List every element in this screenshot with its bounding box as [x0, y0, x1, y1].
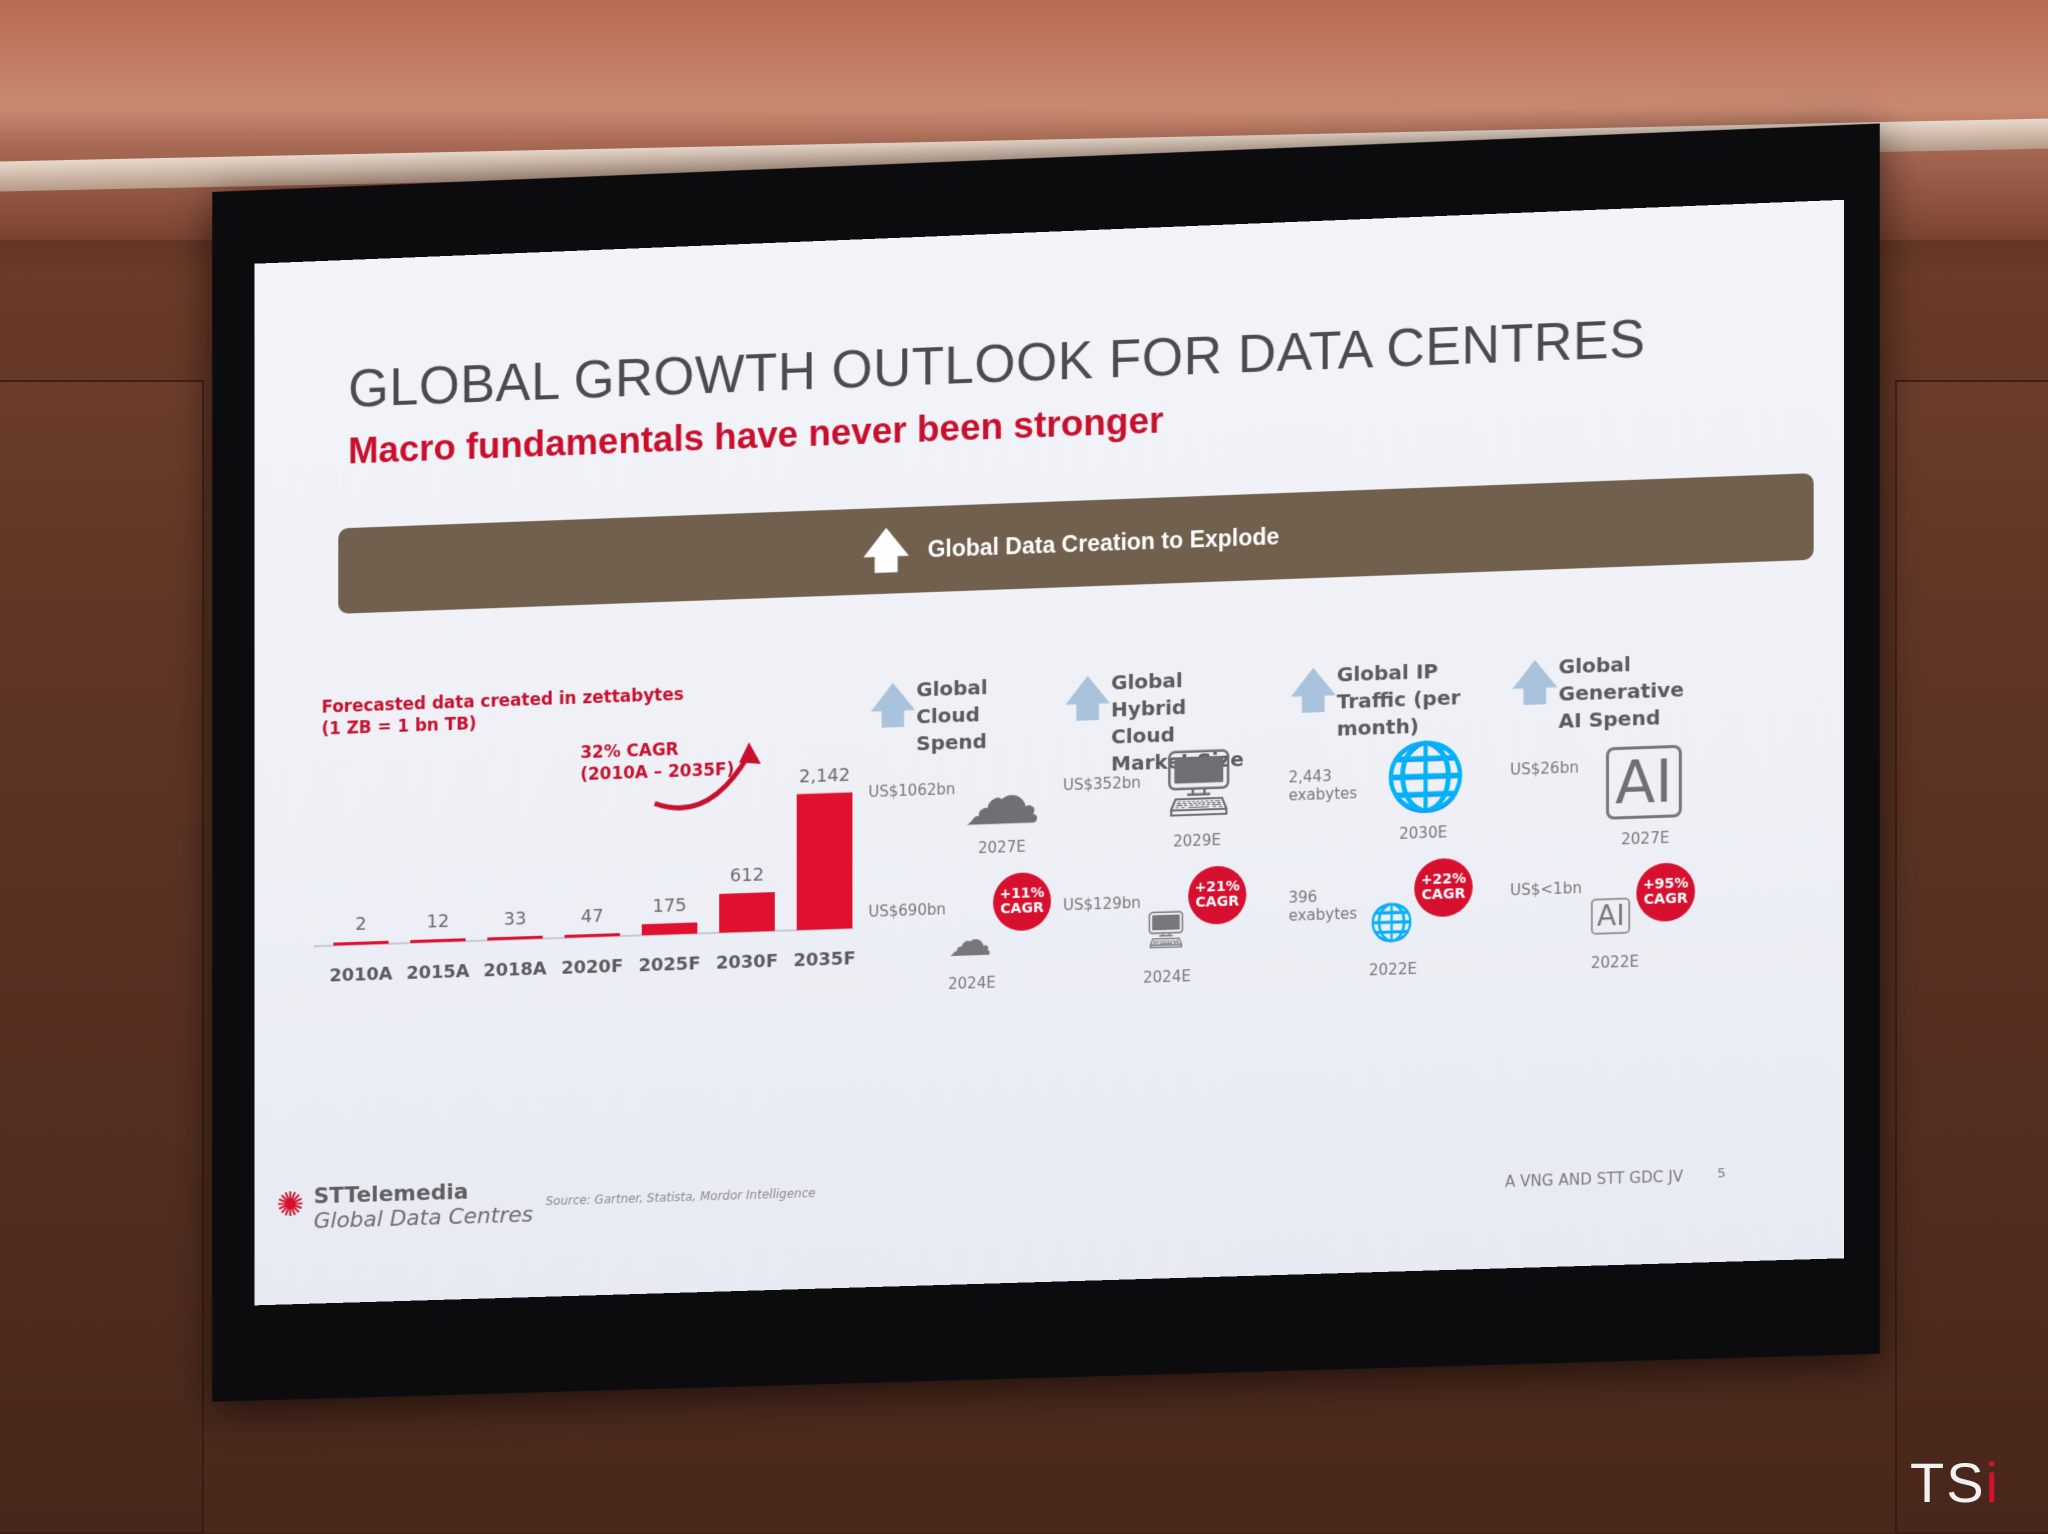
hybrid-cloud-icon: 🖥	[1158, 750, 1239, 817]
presentation-slide: GLOBAL GROWTH OUTLOOK FOR DATA CENTRES M…	[255, 200, 1845, 1306]
metric-top-value: US$26bn	[1510, 758, 1579, 778]
ai-chip-icon: AI	[1591, 897, 1631, 935]
cagr-annotation-line2: (2010A – 2035F)	[580, 759, 734, 784]
x-tick-label: 2010A	[329, 963, 392, 986]
bar-2025F	[642, 922, 698, 935]
x-tick-label: 2018A	[483, 958, 546, 981]
metric-bottom-value: 396 exabytes	[1289, 886, 1359, 924]
slide-title: GLOBAL GROWTH OUTLOOK FOR DATA CENTRES	[348, 308, 1645, 419]
watermark-text: TS	[1910, 1451, 1986, 1514]
arrow-up-icon: 🡅	[1289, 665, 1339, 715]
cagr-label: CAGR	[1188, 894, 1246, 911]
company-logo: ✺ STTelemedia Global Data Centres	[314, 1178, 533, 1234]
bar-value-label: 33	[504, 908, 527, 930]
x-tick-label: 2025F	[639, 953, 701, 976]
x-tick-label: 2020F	[561, 956, 623, 979]
bar-value-label: 175	[653, 895, 687, 917]
ai-chip-icon: AI	[1606, 745, 1682, 820]
bar-2030F	[719, 892, 775, 933]
bar-value-label: 2,142	[799, 764, 850, 787]
globe-icon: 🌐	[1384, 742, 1467, 811]
metric-top-value: 2,443 exabytes	[1289, 766, 1359, 805]
cagr-annotation-line1: 32% CAGR	[580, 739, 678, 762]
metric-hybrid-cloud: 🡅 Global Hybrid Cloud Market Size US$352…	[1063, 664, 1263, 1001]
metric-top-year: 2027E	[978, 838, 1026, 858]
x-tick-label: 2015A	[406, 961, 469, 984]
cloud-icon: ☁	[948, 919, 992, 964]
arrow-up-icon: 🡅	[868, 680, 917, 730]
watermark-accent: i	[1986, 1451, 2000, 1514]
banner-label: Global Data Creation to Explode	[928, 523, 1280, 563]
bar-value-label: 12	[427, 911, 450, 933]
metric-top-value: US$352bn	[1063, 774, 1141, 795]
metric-top-year: 2029E	[1173, 831, 1221, 851]
bar-value-label: 47	[581, 906, 604, 928]
arrow-up-icon: 🡅	[863, 527, 910, 575]
metric-bottom-value: US$690bn	[868, 900, 945, 921]
cagr-badge: +21% CAGR	[1188, 865, 1246, 925]
metric-heading: Global IP Traffic (per month)	[1337, 656, 1498, 743]
metric-bottom-value: US$<1bn	[1510, 879, 1582, 899]
source-note: Source: Gartner, Statista, Mordor Intell…	[546, 1186, 816, 1208]
bar-2035F	[797, 792, 853, 930]
metric-bottom-year: 2022E	[1591, 952, 1639, 972]
metric-bottom-year: 2024E	[1143, 967, 1191, 987]
footer-jv: A VNG AND STT GDC JV	[1505, 1167, 1683, 1191]
metric-generative-ai: 🡅 Global Generative AI Spend US$26bn AI …	[1510, 648, 1712, 987]
metric-heading: Global Cloud Spend	[916, 672, 1056, 758]
metric-top-year: 2030E	[1399, 823, 1447, 843]
logo-subtitle: Global Data Centres	[314, 1203, 533, 1235]
cagr-badge: +11% CAGR	[993, 872, 1051, 932]
metric-bottom-value: US$129bn	[1063, 894, 1141, 915]
data-creation-bar-chart: 2 2010A 12 2015A 33 2018A 47 2020F 175 2025F 612 20…	[314, 678, 869, 996]
x-tick-label: 2030F	[716, 951, 778, 974]
bar-value-label: 2	[355, 914, 366, 935]
arrow-up-icon: 🡅	[1063, 674, 1112, 724]
metric-top-year: 2027E	[1621, 829, 1669, 849]
cagr-arrowhead	[739, 742, 761, 765]
cagr-badge: +95% CAGR	[1636, 862, 1695, 922]
banner: 🡅 Global Data Creation to Explode	[338, 473, 1813, 614]
metric-ip-traffic: 🡅 Global IP Traffic (per month) 2,443 ex…	[1289, 656, 1490, 994]
globe-icon: 🌐	[1369, 905, 1414, 943]
page-number: 5	[1717, 1166, 1725, 1181]
cagr-label: CAGR	[1414, 887, 1472, 904]
wall-panel-right	[1895, 380, 2048, 1534]
watermark: TSi	[1910, 1450, 2000, 1515]
cagr-label: CAGR	[993, 901, 1051, 918]
metric-bottom-year: 2022E	[1369, 960, 1417, 980]
hybrid-cloud-icon: 🖥	[1143, 912, 1189, 950]
metric-bottom-year: 2024E	[948, 974, 996, 994]
metric-top-value: US$1062bn	[868, 780, 955, 801]
metric-heading: Global Generative AI Spend	[1558, 648, 1710, 735]
x-tick-label: 2035F	[794, 948, 856, 971]
logo-mark-icon: ✺	[276, 1185, 304, 1226]
metric-cloud-spend: 🡅 Global Cloud Spend US$1062bn ☁ 2027E +…	[868, 671, 1068, 1008]
bar-value-label: 612	[730, 864, 764, 886]
wall-panel-left	[0, 380, 204, 1534]
arrow-up-icon: 🡅	[1510, 658, 1560, 708]
cagr-label: CAGR	[1636, 891, 1695, 908]
cagr-badge: +22% CAGR	[1414, 857, 1472, 917]
cloud-icon: ☁	[963, 757, 1041, 838]
